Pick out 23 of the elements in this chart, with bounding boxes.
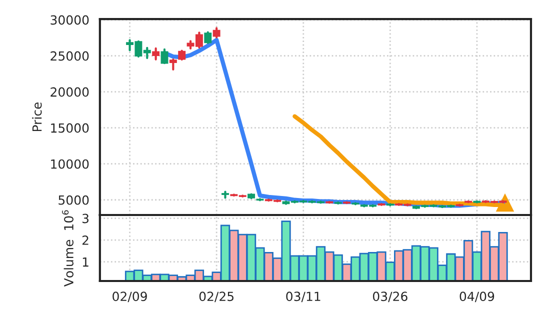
y-tick-label: 25000 xyxy=(50,51,89,61)
candlestick xyxy=(152,47,160,60)
y-axis-title: Price xyxy=(32,102,42,132)
y-tick-label: 30000 xyxy=(50,15,89,25)
y-axis-title: Volume 10$^{6}$ xyxy=(62,210,74,287)
y-tick-label: 20000 xyxy=(50,87,89,97)
candlestick xyxy=(222,190,229,199)
candlestick xyxy=(352,202,360,206)
candlestick xyxy=(204,31,212,44)
x-tick-label: 02/09 xyxy=(112,292,147,302)
y-tick-label: 2 xyxy=(82,236,88,245)
y-tick-label: 3 xyxy=(82,214,88,224)
y-tick-label: 15000 xyxy=(51,123,89,133)
x-tick-label: 03/26 xyxy=(372,292,408,302)
y-tick-label: 5000 xyxy=(58,195,89,205)
candlestick xyxy=(169,58,177,71)
x-tick-label: 02/25 xyxy=(199,292,234,302)
x-tick-label: 03/11 xyxy=(286,292,320,302)
y-tick-label: 10000 xyxy=(51,159,89,169)
x-tick-label: 04/09 xyxy=(460,292,494,302)
candlestick xyxy=(160,48,168,64)
y-tick-label: 1 xyxy=(82,257,88,267)
candlestick xyxy=(212,27,220,38)
